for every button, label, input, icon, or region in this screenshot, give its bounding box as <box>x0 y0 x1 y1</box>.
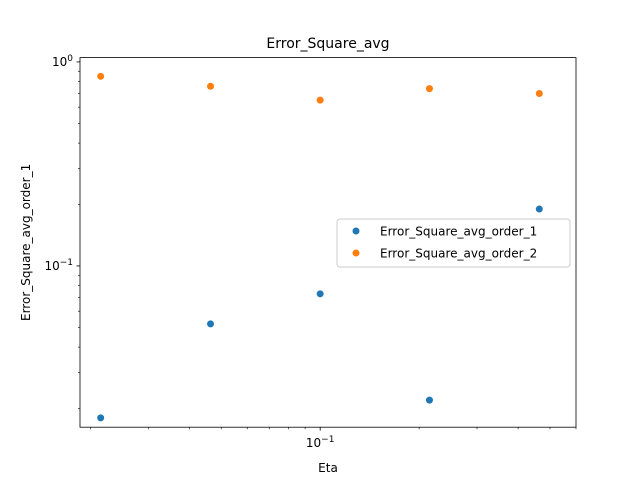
series-2-point-5 <box>535 90 543 98</box>
legend-label-order-1: Error_Square_avg_order_1 <box>380 225 537 239</box>
series-1-point-4 <box>425 396 433 404</box>
plot-marks <box>97 72 543 422</box>
series-1-point-3 <box>316 290 324 298</box>
series-2-point-3 <box>316 96 324 104</box>
y-axis-label: Error_Square_avg_order_1 <box>19 164 33 321</box>
series-1-point-5 <box>535 205 543 213</box>
legend-label-order-2: Error_Square_avg_order_2 <box>380 247 537 261</box>
series-1-point-1 <box>97 414 105 422</box>
legend-marker-order-1 <box>352 227 360 235</box>
series-2-point-1 <box>97 72 105 80</box>
legend-frame <box>336 218 571 268</box>
chart-title: Error_Square_avg <box>266 36 389 52</box>
legend-marker-order-2 <box>352 249 360 257</box>
axes-group <box>79 57 577 428</box>
legend: Error_Square_avg_order_1 Error_Square_av… <box>336 218 571 268</box>
series-2-point-4 <box>425 85 433 93</box>
x-axis-label: Eta <box>318 461 338 475</box>
plot-area-frame <box>79 57 577 428</box>
series-1-point-2 <box>207 320 215 328</box>
series-2-point-2 <box>207 82 215 90</box>
